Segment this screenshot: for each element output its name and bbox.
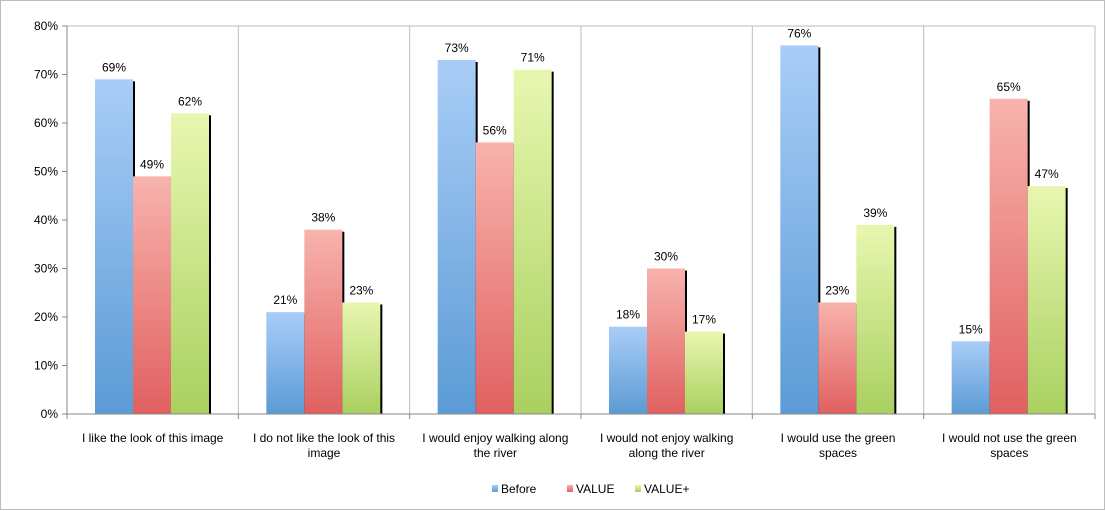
value-label: 76% [787,26,811,40]
value-label: 30% [654,250,678,264]
value-label: 71% [521,51,545,65]
bar-before [951,341,990,414]
bar-shadow [722,333,725,414]
bar-before [266,312,305,414]
y-tick-label: 70% [34,68,58,82]
y-tick-label: 10% [34,359,58,373]
bar-value-plus [856,224,895,414]
category-label: I would not use the green spaces [942,431,1077,460]
y-tick-label: 60% [34,116,58,130]
y-tick-label: 50% [34,165,58,179]
bar-value [475,142,514,414]
bar-value-plus [513,69,552,415]
bar-before [95,79,133,414]
y-tick-label: 20% [34,310,58,324]
bar-shadow [893,226,897,414]
bar-shadow [817,47,821,415]
category-label: I do not like the look of this image [253,431,395,460]
bar-value [304,229,343,414]
bar-value [647,268,685,414]
bar-value-plus [1027,186,1066,414]
category-label: I would not enjoy walking along the river [600,431,733,460]
value-label: 23% [825,283,849,297]
legend-label: Before [501,482,537,496]
value-label: 39% [863,206,887,220]
y-tick-label: 30% [34,262,58,276]
value-label: 15% [959,322,983,336]
legend: Before VALUE VALUE+ [492,482,689,496]
category-label: I would enjoy walking along the river [422,431,568,460]
y-tick-label: 40% [34,213,58,227]
value-label: 18% [616,308,640,322]
legend-label: VALUE [576,482,614,496]
value-label: 38% [311,211,335,225]
bars [95,45,1068,415]
value-label: 23% [349,283,373,297]
bar-value-plus [171,113,209,415]
legend-swatch [567,485,573,492]
y-tick-label: 80% [34,19,58,33]
bar-before [609,326,647,414]
grid-lines [67,25,1096,414]
bar-value [133,176,171,414]
bar-value-plus [685,331,723,414]
bar-before [780,45,819,415]
legend-swatch [635,485,641,492]
category-label: I like the look of this image [82,431,224,445]
value-label: 21% [273,293,297,307]
value-label: 65% [997,80,1021,94]
bar-before [437,59,476,414]
bar-shadow [1064,188,1068,414]
bar-value-plus [342,302,381,414]
legend-label: VALUE+ [644,482,689,496]
value-label: 47% [1035,167,1059,181]
value-label: 69% [102,60,126,74]
bar-shadow [550,71,554,415]
value-label: 73% [445,41,469,55]
bar-value [989,98,1028,414]
category-label: I would use the green spaces [781,431,896,460]
value-label: 62% [178,94,202,108]
legend-swatch [492,485,498,492]
bar-value [818,302,857,414]
x-axis: I like the look of this image I do not li… [66,413,1096,460]
bar-shadow [379,304,383,414]
y-tick-label: 0% [41,407,59,421]
y-axis: 0% 10% 20% 30% 40% 50% 60% 70% 80% [34,19,68,421]
bar-shadow [208,115,211,415]
value-label: 17% [692,313,716,327]
data-labels: 69% 49% 62% 21% 38% 23% 73% 56% 71% 18% 30% 17% 76% 2… [102,26,1059,336]
value-label: 56% [483,123,507,137]
value-label: 49% [140,157,164,171]
